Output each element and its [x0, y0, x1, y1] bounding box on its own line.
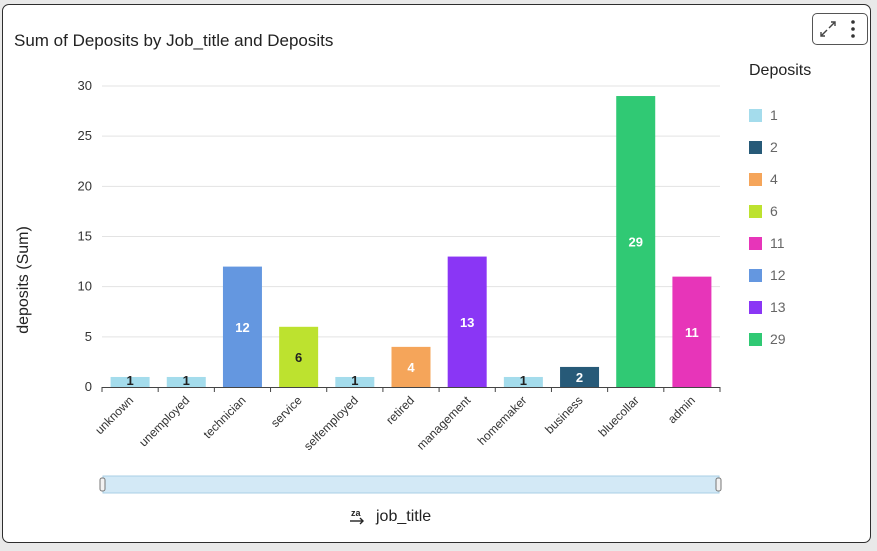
legend-label: 29	[770, 331, 786, 347]
bar-unemployed[interactable]	[166, 376, 206, 387]
sort-za-icon[interactable]: za	[349, 508, 367, 526]
bar-selfemployed[interactable]	[335, 376, 375, 387]
x-tick-label: unknown	[92, 393, 136, 437]
bar-technician[interactable]	[222, 266, 262, 387]
x-tick-label: management	[414, 393, 474, 453]
x-tick-label: retired	[383, 393, 417, 427]
y-tick-label: 25	[78, 128, 92, 143]
legend-item[interactable]: 13	[749, 298, 786, 316]
legend-item[interactable]: 11	[749, 234, 785, 252]
x-tick-label: admin	[665, 393, 698, 426]
chart-title: Sum of Deposits by Job_title and Deposit…	[14, 31, 334, 50]
x-tick-label: homemaker	[475, 393, 530, 448]
data-label: 1	[351, 373, 358, 388]
x-tick-label: service	[268, 393, 305, 430]
legend-item[interactable]: 6	[749, 202, 778, 220]
x-tick-label: business	[542, 393, 585, 436]
legend-swatch	[749, 236, 762, 250]
x-tick-label: bluecollar	[596, 393, 642, 439]
chart-card: Sum of Deposits by Job_title and Deposit…	[2, 4, 871, 543]
legend-item[interactable]: 2	[749, 138, 778, 156]
y-tick-label: 15	[78, 229, 92, 244]
y-tick-label: 10	[78, 279, 92, 294]
y-axis-title: deposits (Sum)	[15, 226, 32, 334]
legend-label: 1	[770, 107, 778, 123]
bar-retired[interactable]	[391, 346, 431, 387]
y-tick-label: 5	[85, 329, 92, 344]
bar-service[interactable]	[279, 326, 319, 387]
legend-item[interactable]: 12	[749, 266, 786, 284]
legend-swatch	[749, 268, 762, 282]
legend-item[interactable]: 4	[749, 170, 778, 188]
expand-icon[interactable]	[820, 21, 836, 37]
range-slider-handle-right[interactable]	[715, 477, 722, 492]
x-tick-label: unemployed	[136, 393, 192, 449]
legend-swatch	[749, 300, 762, 314]
legend-swatch	[749, 108, 762, 122]
legend-swatch	[749, 332, 762, 346]
data-label: 4	[407, 360, 415, 375]
svg-text:za: za	[351, 508, 362, 518]
data-label: 1	[520, 373, 527, 388]
bar-unknown[interactable]	[110, 376, 150, 387]
data-label: 12	[235, 320, 249, 335]
bar-homemaker[interactable]	[503, 376, 543, 387]
legend-item[interactable]: 29	[749, 330, 786, 348]
x-tick-label: technician	[200, 393, 248, 441]
legend-label: 13	[770, 299, 786, 315]
legend-swatch	[749, 140, 762, 154]
legend-swatch	[749, 204, 762, 218]
data-label: 11	[685, 325, 699, 340]
data-label: 1	[126, 373, 133, 388]
legend-item[interactable]: 1	[749, 106, 778, 124]
bar-admin[interactable]	[672, 276, 712, 387]
bar-bluecollar[interactable]	[616, 96, 656, 388]
y-tick-label: 0	[85, 379, 92, 394]
chart-actions	[812, 13, 868, 45]
more-vertical-icon[interactable]	[851, 20, 855, 38]
data-label: 29	[628, 235, 642, 250]
legend-label: 6	[770, 203, 778, 219]
range-slider-handle-left[interactable]	[99, 477, 106, 492]
bar-business[interactable]	[560, 366, 600, 387]
y-tick-label: 30	[78, 78, 92, 93]
data-label: 1	[183, 373, 190, 388]
x-tick-label: selfemployed	[301, 393, 361, 453]
bar-management[interactable]	[447, 256, 487, 387]
legend-swatch	[749, 172, 762, 186]
data-label: 13	[460, 315, 474, 330]
legend-label: 11	[770, 235, 785, 251]
data-label: 2	[576, 370, 583, 385]
x-axis-label: job_title	[376, 508, 432, 525]
x-axis-title[interactable]: za job_title	[349, 508, 431, 526]
y-tick-label: 20	[78, 178, 92, 193]
range-slider-track[interactable]	[102, 475, 720, 494]
legend-label: 4	[770, 171, 778, 187]
legend-title: Deposits	[749, 62, 812, 79]
legend-label: 2	[770, 139, 778, 155]
data-label: 6	[295, 350, 302, 365]
legend-label: 12	[770, 267, 786, 283]
